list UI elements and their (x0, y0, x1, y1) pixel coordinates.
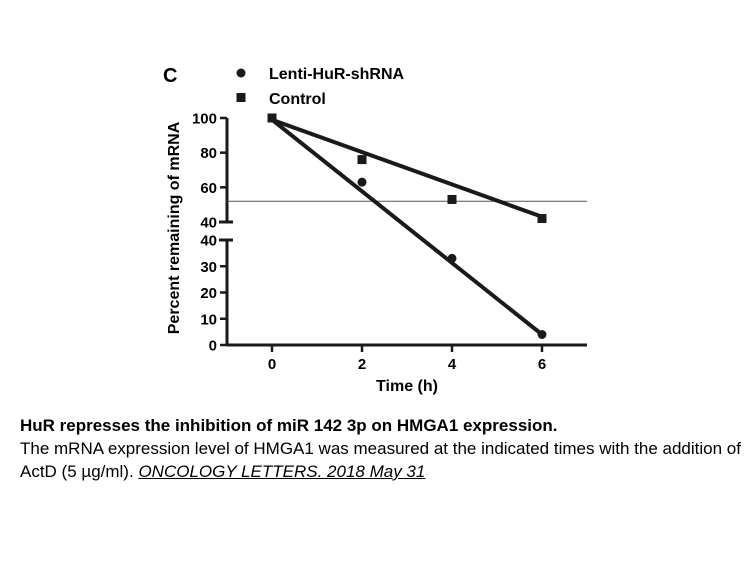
legend: Lenti-HuR-shRNA Control (236, 66, 405, 108)
caption-citation[interactable]: ONCOLOGY LETTERS. 2018 May 31 (138, 462, 426, 481)
point-control-4 (447, 194, 457, 204)
y-tick-label-lower-30: 30 (200, 259, 217, 276)
y-tick-label-upper-60: 60 (200, 180, 217, 197)
point-lenti-hur-shrna-4 (447, 253, 457, 263)
point-lenti-hur-shrna-6 (537, 330, 547, 339)
axes: 40 60 80 100 0 10 20 30 40 0 2 4 6 (192, 111, 587, 373)
caption-title: HuR represses the inhibition of miR 142 … (20, 416, 558, 435)
x-tick-label-0: 0 (268, 356, 276, 373)
point-lenti-hur-shrna-2 (357, 177, 367, 187)
x-axis-title: Time (h) (376, 378, 438, 395)
figure-caption: HuR represses the inhibition of miR 142 … (20, 414, 750, 483)
y-axis-title: Percent remaining of mRNA (166, 121, 183, 334)
legend-label-lenti-hur-shrna: Lenti-HuR-shRNA (269, 66, 405, 83)
figure: C Lenti-HuR-shRNA Control Percent remain… (163, 65, 587, 395)
decay-chart: C Lenti-HuR-shRNA Control Percent remain… (163, 65, 587, 395)
point-control-0 (267, 113, 277, 123)
x-tick-label-2: 2 (358, 356, 366, 373)
point-control-6 (537, 214, 547, 224)
y-tick-label-upper-100: 100 (192, 111, 217, 128)
x-tick-label-4: 4 (448, 356, 457, 373)
y-tick-label-lower-20: 20 (200, 285, 217, 302)
y-tick-label-upper-40: 40 (200, 215, 217, 232)
legend-marker-control (236, 93, 246, 102)
y-tick-label-lower-0: 0 (209, 338, 217, 355)
legend-label-control: Control (269, 91, 326, 108)
caption-body: The mRNA expression level of HMGA1 was m… (20, 439, 741, 481)
x-tick-label-6: 6 (538, 356, 546, 373)
fit-line-control (270, 117, 544, 219)
point-control-2 (357, 155, 367, 165)
legend-marker-lenti-hur-shrna (236, 68, 246, 78)
y-tick-label-lower-10: 10 (200, 311, 217, 328)
plot-marks (227, 113, 587, 339)
y-tick-label-upper-80: 80 (200, 145, 217, 162)
fit-line-lenti-hur-shrna (270, 117, 544, 337)
y-tick-label-lower-40: 40 (200, 233, 217, 250)
panel-label: C (163, 65, 177, 87)
